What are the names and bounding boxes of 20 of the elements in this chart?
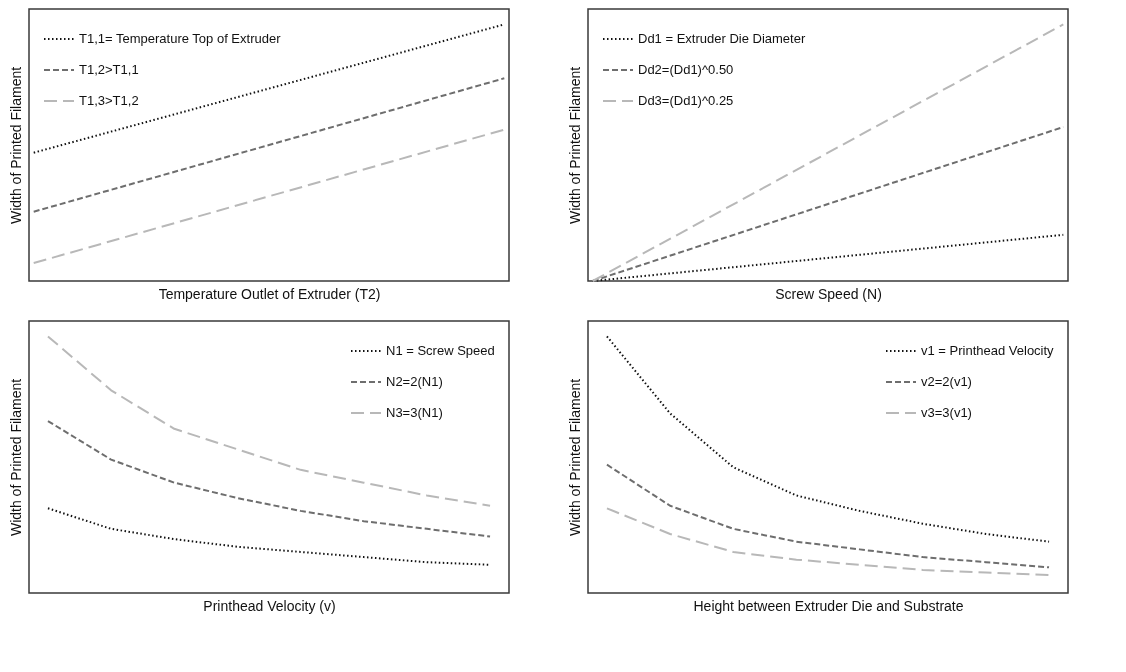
- x-axis-title: Screw Speed (N): [775, 285, 882, 302]
- legend-label: Dd2=(Dd1)^0.50: [638, 62, 734, 77]
- legend-label: v3=3(v1): [921, 405, 972, 420]
- legend-label: N2=2(N1): [386, 374, 443, 389]
- y-axis-title: Width of Printed Filament: [7, 378, 24, 537]
- legend-label: T1,3>T1,2: [79, 93, 139, 108]
- legend-label: Dd3=(Dd1)^0.25: [638, 93, 734, 108]
- legend-label: T1,1= Temperature Top of Extruder: [79, 31, 282, 46]
- x-axis-title: Height between Extruder Die and Substrate: [693, 597, 964, 614]
- legend-label: N3=3(N1): [386, 405, 443, 420]
- legend-label: N1 = Screw Speed: [386, 343, 495, 358]
- legend-label: Dd1 = Extruder Die Diameter: [638, 31, 806, 46]
- legend-label: v1 = Printhead Velocity: [921, 343, 1055, 358]
- y-axis-title: Width of Printed Filament: [566, 66, 583, 225]
- y-axis-title: Width of Printed Filament: [566, 378, 583, 537]
- legend-label: T1,2>T1,1: [79, 62, 139, 77]
- y-axis-title: Width of Printed Filament: [7, 66, 24, 225]
- legend-label: v2=2(v1): [921, 374, 972, 389]
- x-axis-title: Temperature Outlet of Extruder (T2): [158, 285, 381, 302]
- x-axis-title: Printhead Velocity (v): [203, 597, 336, 614]
